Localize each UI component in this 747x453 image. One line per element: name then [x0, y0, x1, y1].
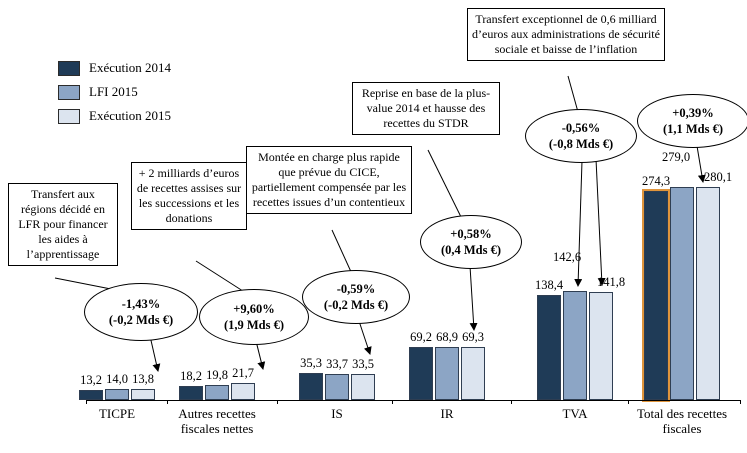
annotation-ir: Reprise en base de la plus-value 2014 et… — [352, 82, 500, 135]
legend-item-lfi-2015: LFI 2015 — [58, 84, 171, 100]
delta-badge-tva: -0,56% (-0,8 Mds €) — [525, 109, 637, 163]
value-label-lfi-2015-autres-recettes-fiscales-nettes: 19,8 — [206, 368, 228, 382]
category-label-is: IS — [331, 406, 343, 421]
value-label-lfi-2015-total-des-recettes-fiscales: 279,0 — [661, 150, 691, 164]
x-axis — [86, 400, 740, 401]
axis-tick — [511, 400, 512, 404]
delta-amount-is: (-0,2 Mds €) — [323, 298, 389, 312]
category-label-tva: TVA — [562, 406, 588, 421]
category-label-ir: IR — [440, 406, 454, 421]
value-label-ex-cution-2014-total-des-recettes-fiscales: 274,3 — [641, 174, 671, 188]
value-label-ex-cution-2014-ticpe: 13,2 — [80, 373, 102, 387]
bar-ex-cution-2014-total-des-recettes-fiscales — [642, 189, 670, 402]
delta-badge-autres-recettes: +9,60% (1,9 Mds €) — [199, 289, 309, 345]
delta-pct-total: +0,39% — [672, 105, 714, 120]
value-label-lfi-2015-ticpe: 14,0 — [106, 372, 128, 386]
axis-tick — [167, 400, 168, 404]
delta-badge-is: -0,59% (-0,2 Mds €) — [302, 270, 410, 324]
delta-pct-ir: +0,58% — [450, 226, 492, 241]
bar-ex-cution-2015-tva — [589, 292, 613, 400]
bar-ex-cution-2015-ir — [461, 347, 485, 400]
legend-item-execution-2014: Exécution 2014 — [58, 60, 171, 76]
legend-swatch-lfi-2015 — [58, 84, 80, 100]
delta-amount-ticpe: (-0,2 Mds €) — [108, 313, 174, 327]
legend-label-lfi-2015: LFI 2015 — [89, 84, 138, 99]
legend: Exécution 2014 LFI 2015 Exécution 2015 — [58, 60, 171, 132]
annotation-autres-recettes: + 2 milliards d’euros de recettes assise… — [131, 162, 247, 230]
legend-label-execution-2015: Exécution 2015 — [89, 108, 171, 123]
value-label-lfi-2015-is: 33,7 — [326, 357, 348, 371]
bar-ex-cution-2015-is — [351, 374, 375, 400]
annotation-ticpe: Transfert aux régions décidé en LFR pour… — [8, 183, 118, 266]
legend-label-execution-2014: Exécution 2014 — [89, 60, 171, 75]
bar-lfi-2015-tva — [563, 291, 587, 400]
delta-pct-ticpe: -1,43% — [121, 296, 161, 311]
legend-swatch-execution-2015 — [58, 108, 80, 124]
axis-tick — [628, 400, 629, 404]
value-label-ex-cution-2014-tva: 138,4 — [534, 278, 564, 292]
bar-ex-cution-2015-total-des-recettes-fiscales — [696, 187, 720, 400]
bar-ex-cution-2014-autres-recettes-fiscales-nettes — [179, 386, 203, 400]
annotation-tva: Transfert exceptionnel de 0,6 milliard d… — [467, 8, 665, 61]
category-label-total-des-recettes-fiscales: Total des recettes fiscales — [636, 406, 728, 436]
bar-ex-cution-2014-tva — [537, 295, 561, 400]
value-label-ex-cution-2015-total-des-recettes-fiscales: 280,1 — [703, 170, 733, 184]
value-label-ex-cution-2015-ticpe: 13,8 — [132, 372, 154, 386]
axis-tick — [86, 400, 87, 404]
value-label-lfi-2015-ir: 68,9 — [436, 330, 458, 344]
bar-lfi-2015-autres-recettes-fiscales-nettes — [205, 385, 229, 400]
legend-item-execution-2015: Exécution 2015 — [58, 108, 171, 124]
delta-badge-ticpe: -1,43% (-0,2 Mds €) — [84, 283, 198, 341]
axis-tick — [740, 400, 741, 404]
value-label-lfi-2015-tva: 142,6 — [552, 250, 582, 264]
value-label-ex-cution-2014-autres-recettes-fiscales-nettes: 18,2 — [180, 369, 202, 383]
delta-badge-total: +0,39% (1,1 Mds €) — [637, 94, 747, 148]
value-label-ex-cution-2015-tva: 141,8 — [596, 275, 626, 289]
bar-ex-cution-2014-ir — [409, 347, 433, 400]
value-label-ex-cution-2015-ir: 69,3 — [462, 330, 484, 344]
delta-amount-tva: (-0,8 Mds €) — [548, 137, 614, 151]
bar-ex-cution-2015-autres-recettes-fiscales-nettes — [231, 383, 255, 400]
value-label-ex-cution-2015-autres-recettes-fiscales-nettes: 21,7 — [232, 366, 254, 380]
bar-lfi-2015-ticpe — [105, 389, 129, 400]
delta-amount-ir: (0,4 Mds €) — [440, 243, 502, 257]
delta-amount-total: (1,1 Mds €) — [662, 122, 724, 136]
bar-ex-cution-2014-ticpe — [79, 390, 103, 400]
value-label-ex-cution-2015-is: 33,5 — [352, 357, 374, 371]
delta-pct-is: -0,59% — [336, 281, 376, 296]
annotation-is: Montée en charge plus rapide que prévue … — [246, 146, 412, 214]
bar-lfi-2015-total-des-recettes-fiscales — [670, 187, 694, 400]
value-label-ex-cution-2014-is: 35,3 — [300, 356, 322, 370]
delta-badge-ir: +0,58% (0,4 Mds €) — [420, 215, 522, 269]
bar-lfi-2015-ir — [435, 347, 459, 400]
category-label-ticpe: TICPE — [98, 406, 136, 421]
axis-tick — [277, 400, 278, 404]
delta-pct-tva: -0,56% — [561, 120, 601, 135]
category-label-autres-recettes-fiscales-nettes: Autres recettes fiscales nettes — [178, 406, 256, 436]
axis-tick — [392, 400, 393, 404]
legend-swatch-execution-2014 — [58, 60, 80, 76]
bar-ex-cution-2015-ticpe — [131, 389, 155, 400]
delta-pct-autres: +9,60% — [233, 301, 275, 316]
value-label-ex-cution-2014-ir: 69,2 — [410, 330, 432, 344]
delta-amount-autres: (1,9 Mds €) — [223, 318, 285, 332]
bar-lfi-2015-is — [325, 374, 349, 400]
bar-ex-cution-2014-is — [299, 373, 323, 400]
